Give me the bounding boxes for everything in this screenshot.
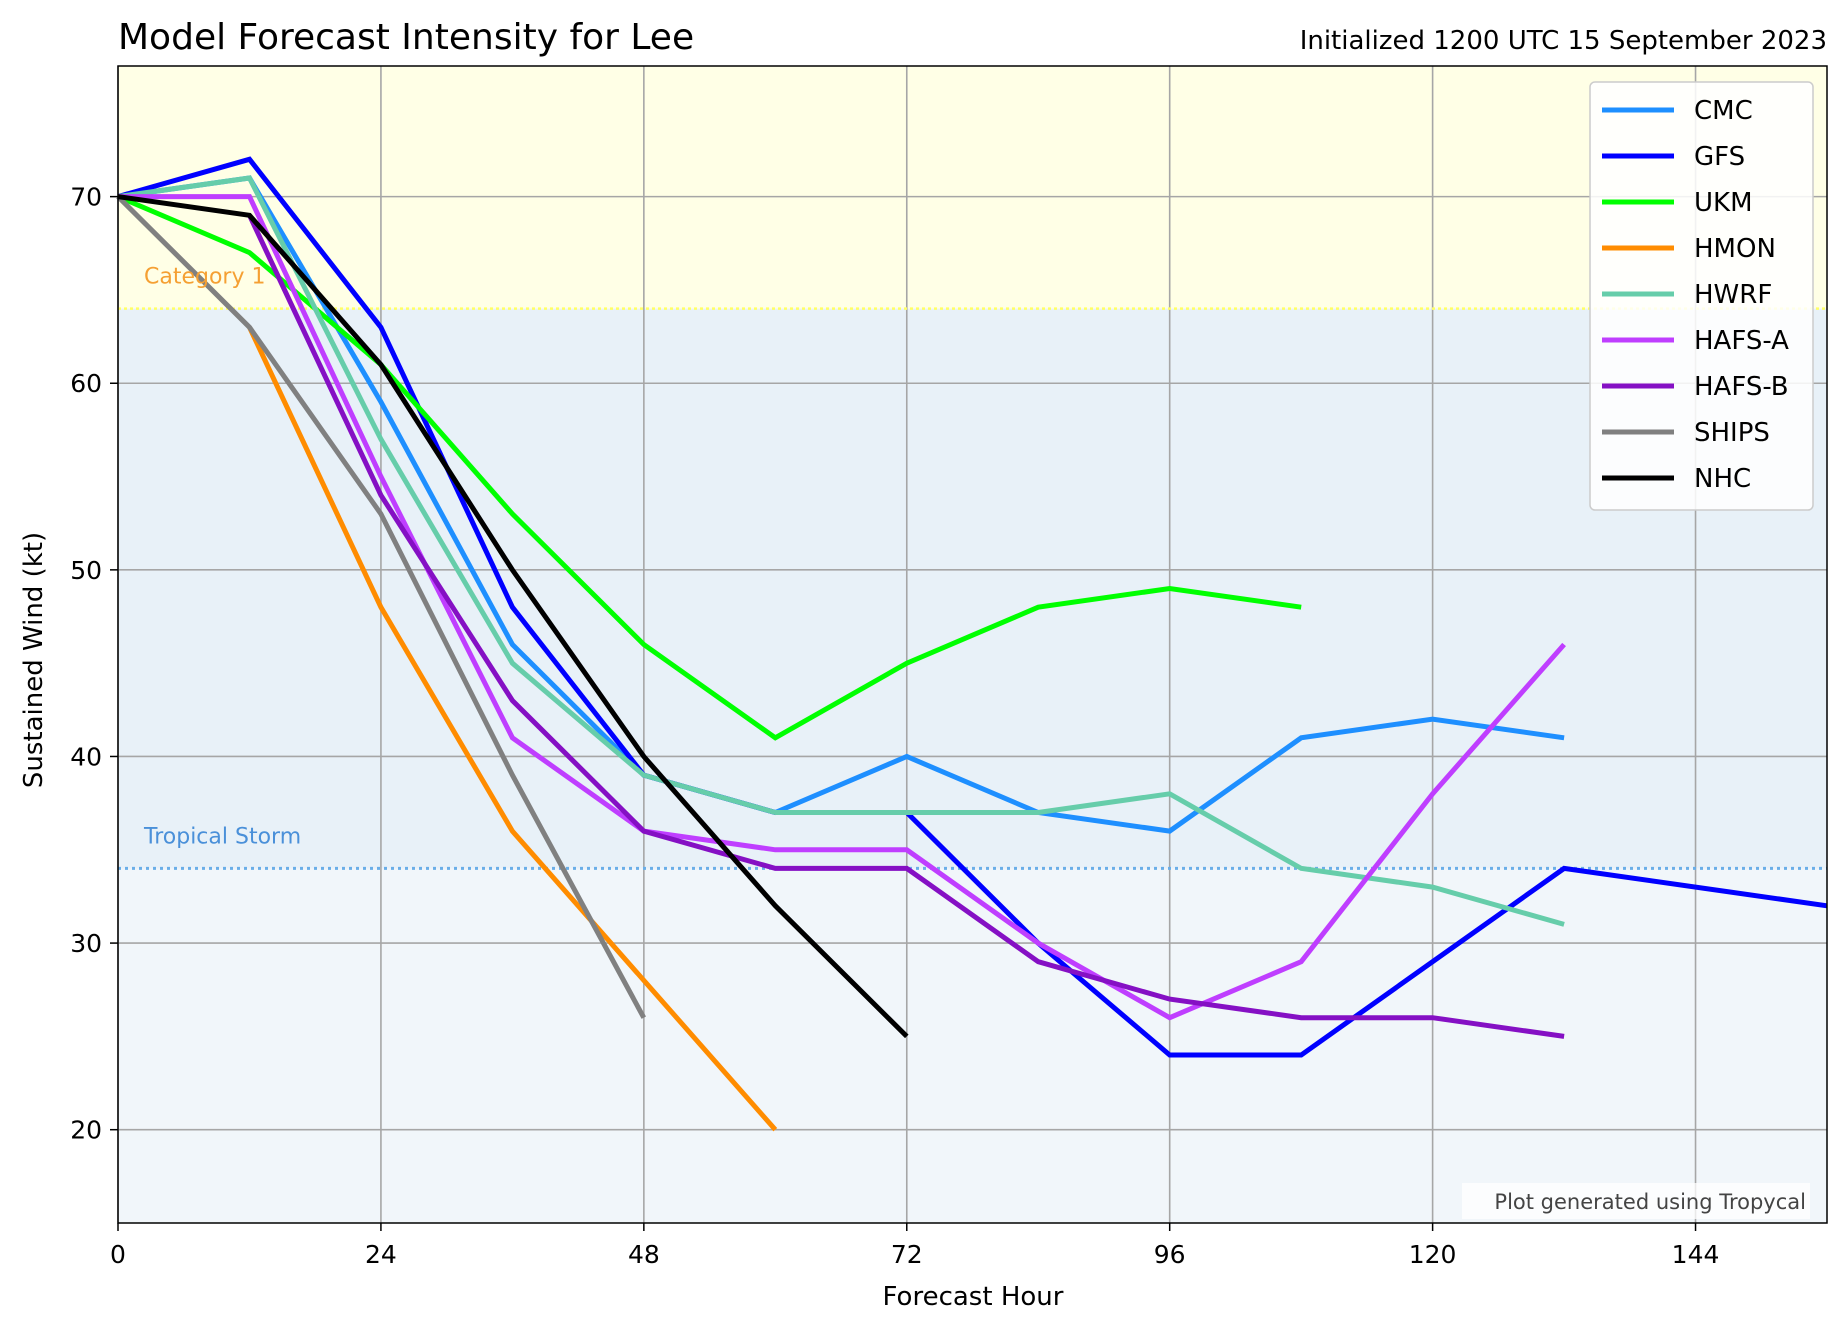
plot-frame	[117, 65, 1828, 1224]
series-line-hafs-a	[118, 194, 1566, 1021]
credit-text: Plot generated using Tropycal	[1494, 1190, 1806, 1214]
category-1-label: Category 1	[144, 265, 265, 290]
plot-background	[118, 66, 1827, 1223]
legend-label-nhc: NHC	[1694, 464, 1751, 494]
y-tick-label: 70	[70, 183, 102, 212]
y-tick-label: 30	[70, 929, 102, 958]
legend-label-ukm: UKM	[1694, 188, 1753, 218]
x-tick-label: 120	[1409, 1240, 1457, 1269]
x-axis-ticks: 0 24 48 72 96 120 144	[110, 1223, 1719, 1269]
legend-label-cmc: CMC	[1694, 96, 1753, 126]
tropical-storm-label: Tropical Storm	[143, 824, 301, 849]
x-tick-label: 96	[1154, 1240, 1186, 1269]
legend-label-hwrf: HWRF	[1694, 280, 1772, 310]
legend: CMC GFS UKM HMON HWRF HAFS-A HAFS-B SHIPS NHC	[1589, 81, 1814, 511]
credit-box: Plot generated using Tropycal	[1462, 1183, 1810, 1219]
series-line-nhc	[117, 194, 909, 1039]
category-1-band	[118, 66, 1827, 309]
legend-label-hmon: HMON	[1694, 234, 1776, 264]
y-tick-label: 40	[70, 742, 102, 771]
y-axis-ticks: 20 30 40 50 60 70	[70, 183, 118, 1145]
x-tick-label: 72	[891, 1240, 923, 1269]
x-axis-label: Forecast Hour	[883, 1282, 1064, 1312]
depression-band	[118, 868, 1827, 1223]
legend-label-hafs-a: HAFS-A	[1694, 326, 1789, 356]
series-line-hwrf	[117, 175, 1565, 927]
threshold-lines	[118, 307, 1827, 870]
chart-title: Model Forecast Intensity for Lee	[118, 17, 694, 58]
series-lines	[116, 156, 1828, 1132]
series-line-ships	[116, 194, 646, 1019]
x-tick-label: 144	[1672, 1240, 1720, 1269]
y-axis-label: Sustained Wind (kt)	[19, 532, 49, 788]
series-line-cmc	[117, 175, 1565, 834]
legend-label-ships: SHIPS	[1694, 418, 1770, 448]
x-tick-label: 24	[365, 1240, 397, 1269]
y-tick-label: 20	[70, 1116, 102, 1145]
x-tick-label: 48	[628, 1240, 660, 1269]
series-line-hmon	[247, 326, 778, 1132]
legend-label-gfs: GFS	[1694, 142, 1745, 172]
y-tick-label: 60	[70, 369, 102, 398]
x-tick-label: 0	[110, 1240, 126, 1269]
series-line-hafs-b	[247, 214, 1565, 1039]
chart-subtitle: Initialized 1200 UTC 15 September 2023	[1300, 26, 1827, 56]
legend-label-hafs-b: HAFS-B	[1694, 372, 1789, 402]
y-tick-label: 50	[70, 556, 102, 585]
legend-box	[1589, 81, 1814, 511]
